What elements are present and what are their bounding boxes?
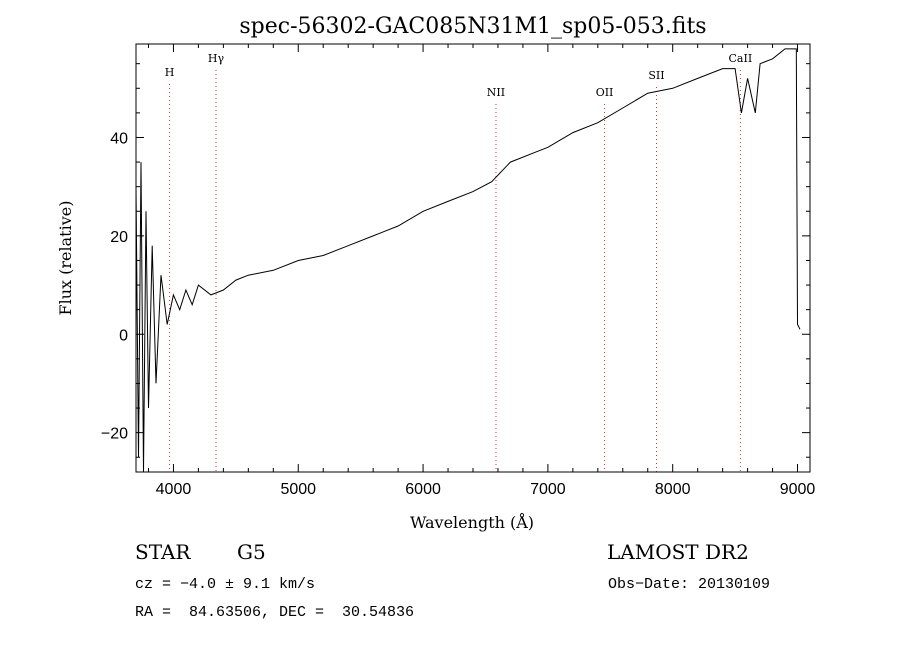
- y-tick-label: 40: [110, 130, 128, 147]
- x-tick-label: 6000: [405, 481, 441, 498]
- coordinates-text: RA = 84.63506, DEC = 30.54836: [135, 604, 415, 621]
- x-axis-label: Wavelength (Å): [410, 512, 534, 532]
- spectral-line-label: SII: [648, 69, 664, 82]
- redshift-text: cz = −4.0 ± 9.1 km/s: [135, 576, 316, 593]
- x-tick-label: 5000: [280, 481, 316, 498]
- y-tick-label: 0: [119, 327, 128, 344]
- y-tick-label: 20: [110, 229, 128, 246]
- obs-date-text: Obs−Date: 20130109: [608, 576, 771, 593]
- x-tick-label: 9000: [780, 481, 816, 498]
- spectral-line-markers: H Hγ NII OII SII CaII: [165, 52, 752, 472]
- spectral-line-label: OII: [596, 86, 614, 99]
- axis-ticks: 4000 5000 6000 7000 8000 9000 −20 0 20 40: [101, 44, 816, 498]
- spectral-line-label: NII: [487, 86, 505, 99]
- survey-name: LAMOST DR2: [607, 540, 749, 564]
- x-tick-label: 4000: [156, 481, 192, 498]
- spectral-line-label: Hγ: [208, 52, 225, 65]
- chart-title: spec-56302-GAC085N31M1_sp05-053.fits: [239, 14, 706, 39]
- spectrum-line: [135, 48, 801, 473]
- x-tick-label: 7000: [530, 481, 566, 498]
- spectral-subclass: G5: [237, 540, 266, 564]
- spectrum-series: [135, 48, 801, 473]
- plot-frame: [135, 43, 811, 473]
- y-tick-label: −20: [101, 426, 128, 443]
- y-axis-label: Flux (relative): [56, 201, 75, 316]
- x-tick-label: 8000: [655, 481, 691, 498]
- object-class: STAR: [135, 540, 191, 564]
- spectral-line-label: H: [165, 66, 175, 79]
- spectral-line-label: CaII: [729, 52, 753, 65]
